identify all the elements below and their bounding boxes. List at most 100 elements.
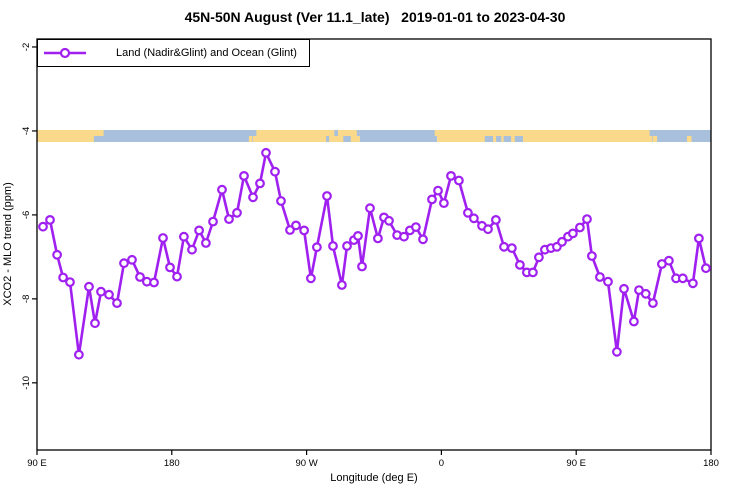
data-point-marker (178, 231, 189, 242)
map-band-speckle (514, 136, 523, 142)
data-point-marker (73, 349, 84, 360)
data-point-marker (664, 255, 674, 266)
map-band-ocean (99, 130, 253, 142)
data-point-marker (291, 220, 301, 231)
data-point-marker (353, 230, 363, 241)
data-point-marker (172, 271, 182, 282)
y-tick-label: -4 (21, 127, 32, 135)
data-point-marker (232, 207, 242, 218)
data-point-marker (528, 267, 538, 278)
data-point-marker (629, 316, 639, 327)
data-point-marker (104, 289, 114, 300)
data-point-marker (217, 184, 227, 195)
data-point-marker (384, 215, 394, 226)
map-band-ocean (359, 130, 437, 142)
data-point-marker (595, 272, 605, 282)
map-band-speckle (652, 136, 658, 142)
data-point-marker (194, 225, 205, 236)
data-point-marker (603, 276, 613, 287)
data-point-marker (357, 261, 367, 272)
x-tick-label: 180 (703, 458, 719, 469)
data-point-marker (568, 228, 578, 239)
data-point-marker (84, 281, 94, 292)
map-band-speckle (99, 130, 104, 136)
map-band-speckle (496, 136, 502, 142)
y-tick-label: -8 (21, 295, 32, 303)
data-point-marker (507, 243, 517, 254)
map-band-speckle (649, 130, 654, 136)
map-band-speckle (93, 136, 99, 142)
x-tick-label: 180 (164, 458, 180, 469)
data-point-marker (38, 221, 48, 232)
legend-circle-icon (59, 47, 71, 59)
data-point-marker (149, 277, 159, 288)
data-point-marker (276, 196, 286, 206)
data-point-marker (446, 170, 456, 181)
data-point-marker (575, 222, 585, 233)
data-point-marker (427, 194, 437, 205)
data-point-marker (648, 298, 658, 309)
map-band-speckle (343, 136, 351, 142)
data-point-marker (58, 272, 68, 283)
plot-border (36, 38, 712, 451)
data-point-marker (399, 231, 409, 242)
data-point-marker (96, 286, 106, 297)
map-band-speckle (503, 136, 512, 142)
data-point-marker (534, 252, 544, 263)
data-point-marker (239, 170, 249, 181)
data-point-marker (90, 318, 100, 329)
data-point-marker (52, 249, 62, 260)
data-point-marker (688, 278, 698, 289)
data-point-marker (483, 224, 493, 235)
data-point-marker (582, 214, 592, 225)
data-point-marker (135, 272, 145, 282)
y-tick-label: -10 (21, 376, 32, 390)
map-band-land (37, 130, 99, 142)
data-point-marker (306, 273, 316, 284)
map-band-speckle (248, 136, 253, 142)
data-point-marker (158, 233, 168, 243)
data-point-marker (612, 346, 622, 357)
data-point-marker (112, 298, 122, 309)
legend-label: Land (Nadir&Glint) and Ocean (Glint) (116, 47, 297, 59)
data-point-marker (463, 207, 473, 218)
data-point-marker (328, 241, 338, 251)
data-point-marker (187, 244, 197, 255)
data-point-marker (469, 213, 479, 224)
data-point-marker (200, 238, 211, 248)
data-point-marker (411, 222, 421, 233)
data-point-marker (365, 203, 375, 214)
data-point-marker (418, 234, 428, 245)
data-point-marker (557, 236, 567, 247)
data-point-marker (248, 192, 258, 203)
data-point-marker (499, 241, 509, 252)
data-point-marker (515, 260, 525, 270)
data-point-marker (677, 273, 688, 284)
map-band-ocean (652, 130, 711, 142)
x-tick-label: 90 E (27, 458, 47, 469)
data-point-marker (119, 258, 129, 269)
data-point-marker (285, 225, 295, 235)
map-band-speckle (687, 136, 692, 142)
generated-chart-layers: 90 E 180 90 W 0 90 E 180 -2 -4 -6 -8 -10 (21, 38, 719, 469)
map-band-land (437, 130, 652, 142)
y-tick-label: -6 (21, 211, 32, 219)
data-point-marker (299, 225, 310, 236)
map-band-land (253, 130, 360, 142)
legend-marker (44, 47, 86, 59)
data-point-marker (587, 251, 597, 261)
data-point-marker (439, 198, 449, 209)
data-point-marker (433, 185, 443, 196)
map-band-speckle (484, 136, 493, 142)
x-tick-label: 90 W (296, 458, 318, 469)
map-band-speckle (334, 130, 338, 136)
data-point-marker (127, 254, 137, 265)
data-point-marker (255, 178, 265, 189)
map-band-speckle (326, 136, 330, 142)
data-point-marker (65, 277, 75, 288)
y-tick-label: -2 (21, 43, 32, 51)
map-band-speckle (253, 130, 257, 136)
data-point-marker (491, 214, 501, 225)
data-point-marker (701, 263, 711, 274)
